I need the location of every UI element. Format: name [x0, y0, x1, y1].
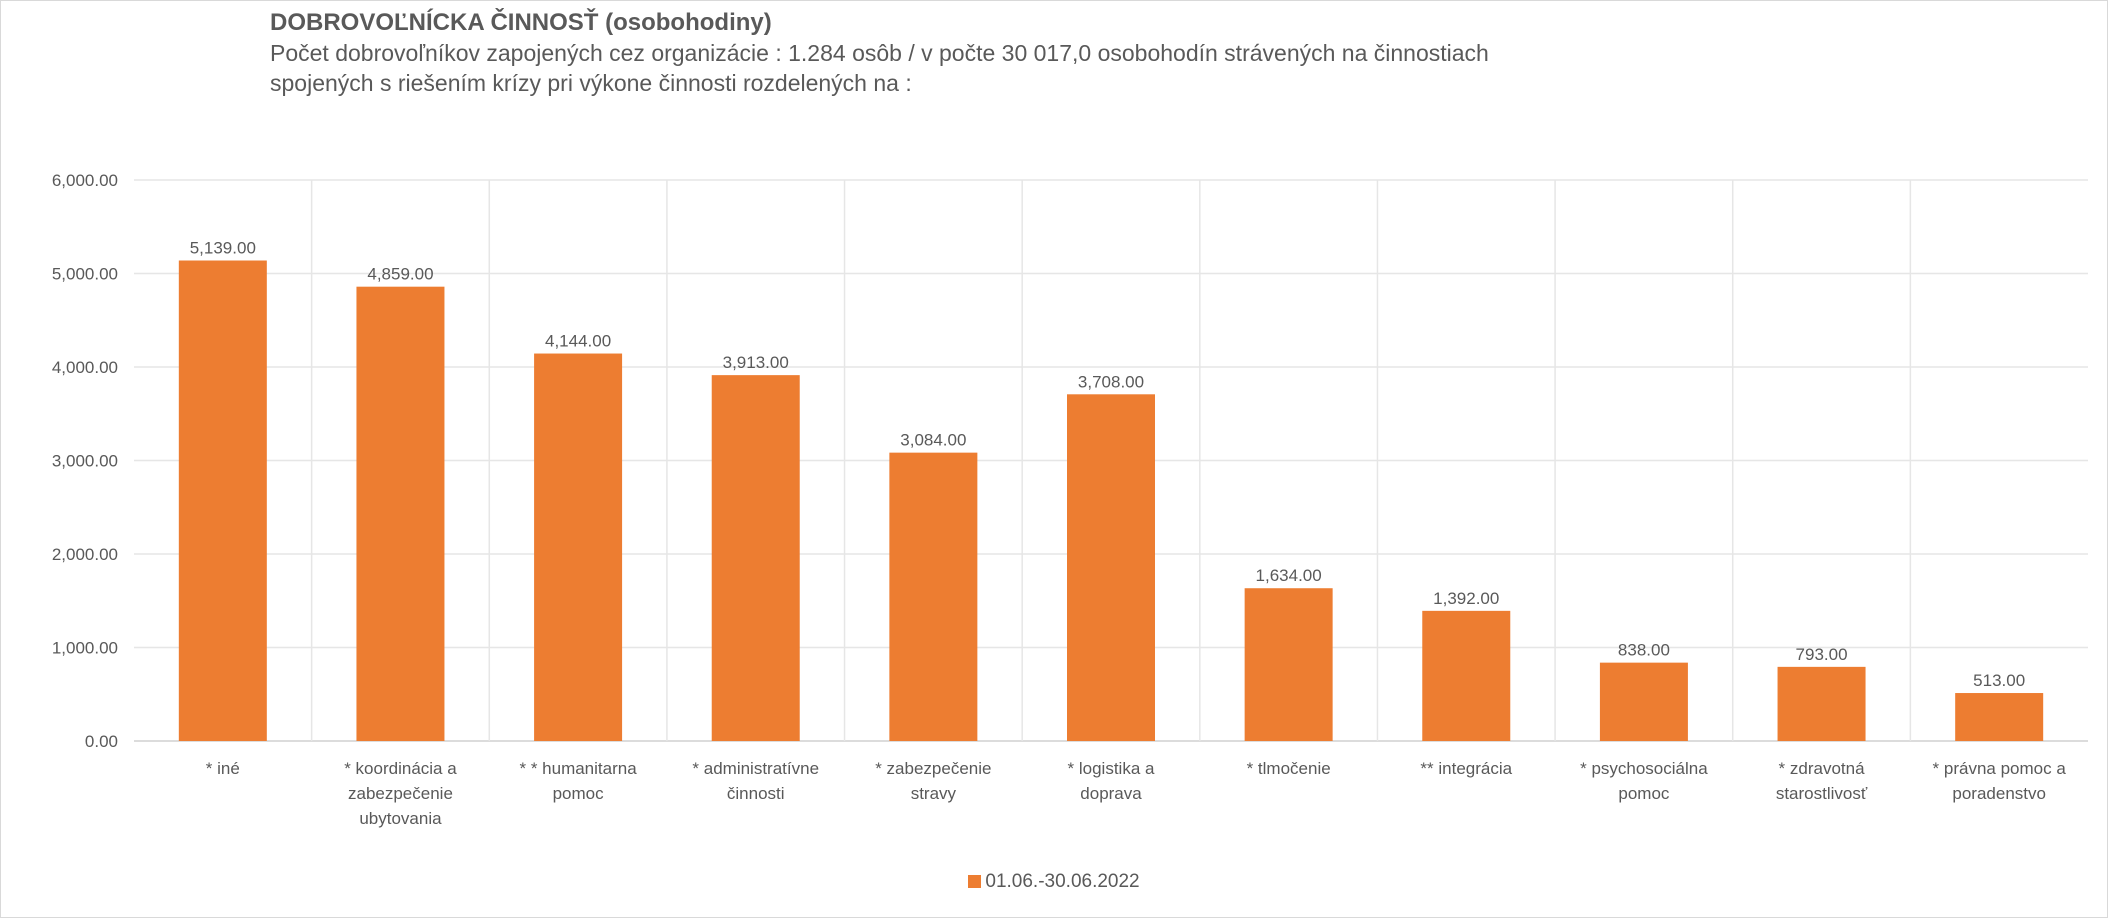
bar [1777, 666, 1866, 741]
x-tick-label: * administratívne činnosti [692, 759, 819, 803]
data-label: 3,708.00 [1078, 372, 1144, 391]
y-tick-label: 2,000.00 [52, 545, 118, 564]
y-tick-label: 0.00 [85, 732, 118, 751]
data-label: 4,859.00 [367, 265, 433, 284]
bar [1955, 693, 2044, 741]
x-tick-label: * koordinácia a zabezpečenie ubytovania [344, 759, 457, 828]
x-tick-label: * psychosociálna pomoc [1580, 759, 1708, 803]
y-tick-label: 6,000.00 [52, 171, 118, 190]
chart-title: DOBROVOĽNÍCKA ČINNOSŤ (osobohodiny) [270, 9, 772, 36]
data-label: 3,913.00 [723, 353, 789, 372]
x-tick-label: ** integrácia [1420, 759, 1512, 778]
bar-chart-plot: 0.00 1,000.00 2,000.00 3,000.00 4,000.00 5,00… [52, 171, 2088, 828]
x-tick-label: * zdravotná starostlivosť [1776, 759, 1868, 803]
bar [1067, 394, 1155, 741]
x-tick-label: * logistika a doprava [1068, 759, 1155, 803]
data-label: 793.00 [1796, 645, 1848, 664]
legend-label: 01.06.-30.06.2022 [985, 871, 1140, 892]
bar [1244, 588, 1333, 741]
data-label: 513.00 [1973, 671, 2025, 690]
x-tick-label: * iné [206, 759, 240, 778]
bar [178, 260, 267, 741]
y-tick-label: 4,000.00 [52, 358, 118, 377]
x-tick-label: * * humanitarna pomoc [519, 759, 637, 803]
chart-subtitle: Počet dobrovoľníkov zapojených cez organ… [270, 40, 1489, 96]
y-tick-label: 1,000.00 [52, 639, 118, 658]
bar [711, 375, 800, 741]
bar [1599, 662, 1688, 741]
y-tick-label: 5,000.00 [52, 265, 118, 284]
data-label: 838.00 [1618, 641, 1670, 660]
bar [1422, 610, 1511, 741]
title-block: DOBROVOĽNÍCKA ČINNOSŤ (osobohodiny) Poče… [270, 8, 1970, 98]
legend: 01.06.-30.06.2022 [0, 871, 2108, 893]
data-label: 5,139.00 [190, 239, 256, 258]
data-label: 1,392.00 [1433, 589, 1499, 608]
x-tick-label: * právna pomoc a poradenstvo [1933, 759, 2067, 803]
legend-swatch [968, 875, 982, 888]
data-label: 3,084.00 [900, 431, 966, 450]
data-label: 4,144.00 [545, 332, 611, 351]
data-label: 1,634.00 [1256, 566, 1322, 585]
bar [356, 286, 445, 741]
bar [889, 452, 978, 741]
x-tick-label: * tlmočenie [1247, 759, 1331, 778]
bar [534, 353, 623, 741]
y-tick-label: 3,000.00 [52, 452, 118, 471]
x-tick-label: * zabezpečenie stravy [875, 759, 991, 803]
